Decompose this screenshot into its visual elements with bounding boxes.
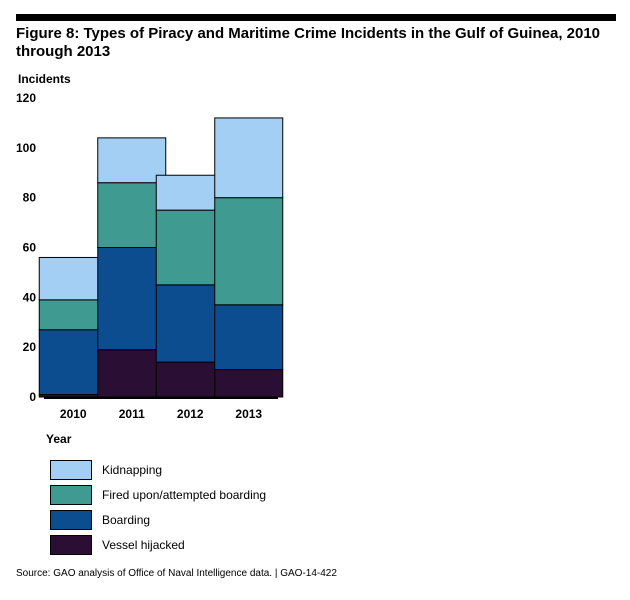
x-tick-label-2013: 2013 (235, 407, 262, 421)
bar-2012-fired-upon-attempted-boarding (155, 209, 225, 286)
bar-2013-boarding (214, 304, 284, 371)
bar-2010-fired-upon-attempted-boarding (38, 299, 108, 331)
legend-label-fired-upon-attempted-boarding: Fired upon/attempted boarding (102, 487, 267, 502)
legend-swatch-boarding (50, 509, 92, 530)
legend-label-boarding: Boarding (102, 512, 151, 527)
bar-2011-boarding (97, 247, 167, 351)
bar-2011-fired-upon-attempted-boarding (97, 182, 167, 248)
y-tick-label-100: 100 (16, 141, 36, 155)
legend-label-kidnapping: Kidnapping (102, 462, 163, 477)
y-tick-label-20: 20 (23, 340, 37, 354)
bar-2012-vessel-hijacked (155, 361, 225, 398)
x-tick-label-2010: 2010 (60, 407, 87, 421)
bar-2013-kidnapping (214, 117, 284, 199)
legend-swatch-vessel-hijacked (50, 534, 92, 555)
x-tick-labels: 2010 2011 2012 2013 (60, 407, 263, 421)
legend-item-boarding: Boarding (50, 507, 266, 532)
y-tick-label-0: 0 (29, 390, 36, 404)
bars-group (38, 117, 284, 398)
bar-2013-fired-upon-attempted-boarding (214, 197, 284, 306)
legend-swatch-fired-upon-attempted-boarding (50, 484, 92, 505)
bar-2012-boarding (155, 284, 225, 363)
bar-2013-vessel-hijacked (214, 369, 284, 398)
x-tick-label-2011: 2011 (119, 407, 145, 421)
x-tick-label-2012: 2012 (177, 407, 204, 421)
y-tick-labels: 0 20 40 60 80 100 120 (16, 91, 36, 404)
legend-item-vessel-hijacked: Vessel hijacked (50, 532, 266, 557)
bar-2010-boarding (38, 329, 108, 396)
y-tick-label-120: 120 (16, 91, 36, 105)
title-rule (16, 14, 616, 21)
x-axis-title: Year (46, 432, 72, 446)
y-tick-label-60: 60 (23, 241, 37, 255)
y-axis-title: Incidents (18, 72, 71, 86)
y-tick-label-40: 40 (23, 290, 37, 304)
legend-item-kidnapping: Kidnapping (50, 457, 266, 482)
legend: Kidnapping Fired upon/attempted boarding B… (50, 457, 266, 557)
bar-2011-kidnapping (97, 137, 167, 184)
legend-item-fired-upon-attempted-boarding: Fired upon/attempted boarding (50, 482, 266, 507)
legend-label-vessel-hijacked: Vessel hijacked (102, 537, 185, 552)
bar-2011-vessel-hijacked (97, 349, 167, 398)
y-tick-label-80: 80 (23, 191, 37, 205)
bar-2012-kidnapping (155, 174, 225, 211)
source-note: Source: GAO analysis of Office of Naval … (16, 568, 337, 579)
figure-title: Figure 8: Types of Piracy and Maritime C… (16, 25, 601, 60)
bar-2010-kidnapping (38, 256, 108, 301)
legend-swatch-kidnapping (50, 459, 92, 480)
